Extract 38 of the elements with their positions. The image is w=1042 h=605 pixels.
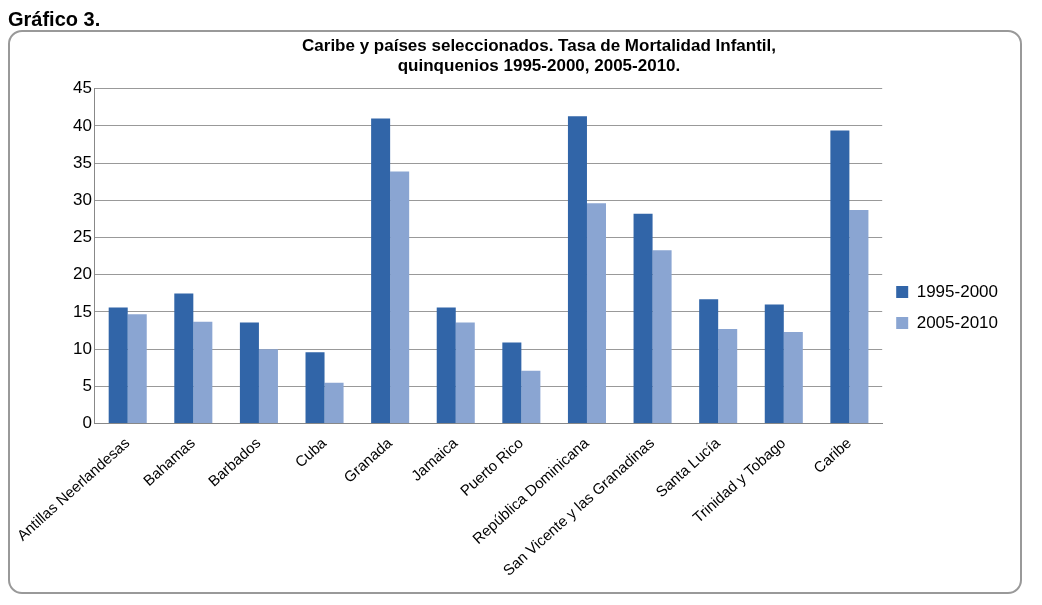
bar — [849, 210, 869, 424]
bar — [718, 329, 738, 424]
bar — [764, 304, 784, 424]
bar — [586, 203, 606, 424]
bar — [830, 130, 850, 424]
bar — [652, 250, 672, 424]
bar — [783, 332, 803, 424]
y-tick-label: 40 — [72, 115, 92, 135]
y-tick-label: 30 — [72, 190, 92, 210]
bar — [371, 118, 391, 424]
bar — [324, 382, 344, 424]
y-tick-label: 35 — [72, 152, 92, 172]
y-tick-label: 15 — [72, 301, 92, 321]
y-tick-label: 10 — [72, 338, 92, 358]
bar — [567, 116, 587, 424]
bar — [436, 307, 456, 424]
bar — [193, 321, 213, 424]
bar — [108, 307, 128, 424]
bar — [174, 293, 194, 424]
bar — [699, 299, 719, 424]
bar — [127, 314, 147, 424]
legend-label: 1995-2000 — [916, 281, 999, 301]
y-tick-label: 25 — [72, 227, 92, 247]
legend-label: 2005-2010 — [916, 312, 999, 332]
y-tick-label: 5 — [82, 376, 92, 396]
bar — [390, 171, 410, 424]
y-tick-label: 0 — [82, 413, 92, 433]
bar — [239, 322, 259, 424]
bar — [521, 370, 541, 424]
bar — [502, 342, 522, 424]
y-tick-label: 20 — [72, 264, 92, 284]
bar — [455, 322, 475, 424]
bar — [305, 352, 325, 424]
bar — [258, 349, 278, 424]
chart-title: Caribe y países seleccionados. Tasa de Mortalidad Infantil, quinquenios 1995-2000, 2005-2010. — [302, 35, 776, 76]
y-tick-label: 45 — [72, 78, 92, 98]
bar — [633, 213, 653, 424]
text: Gráfico 3. — [8, 8, 102, 30]
